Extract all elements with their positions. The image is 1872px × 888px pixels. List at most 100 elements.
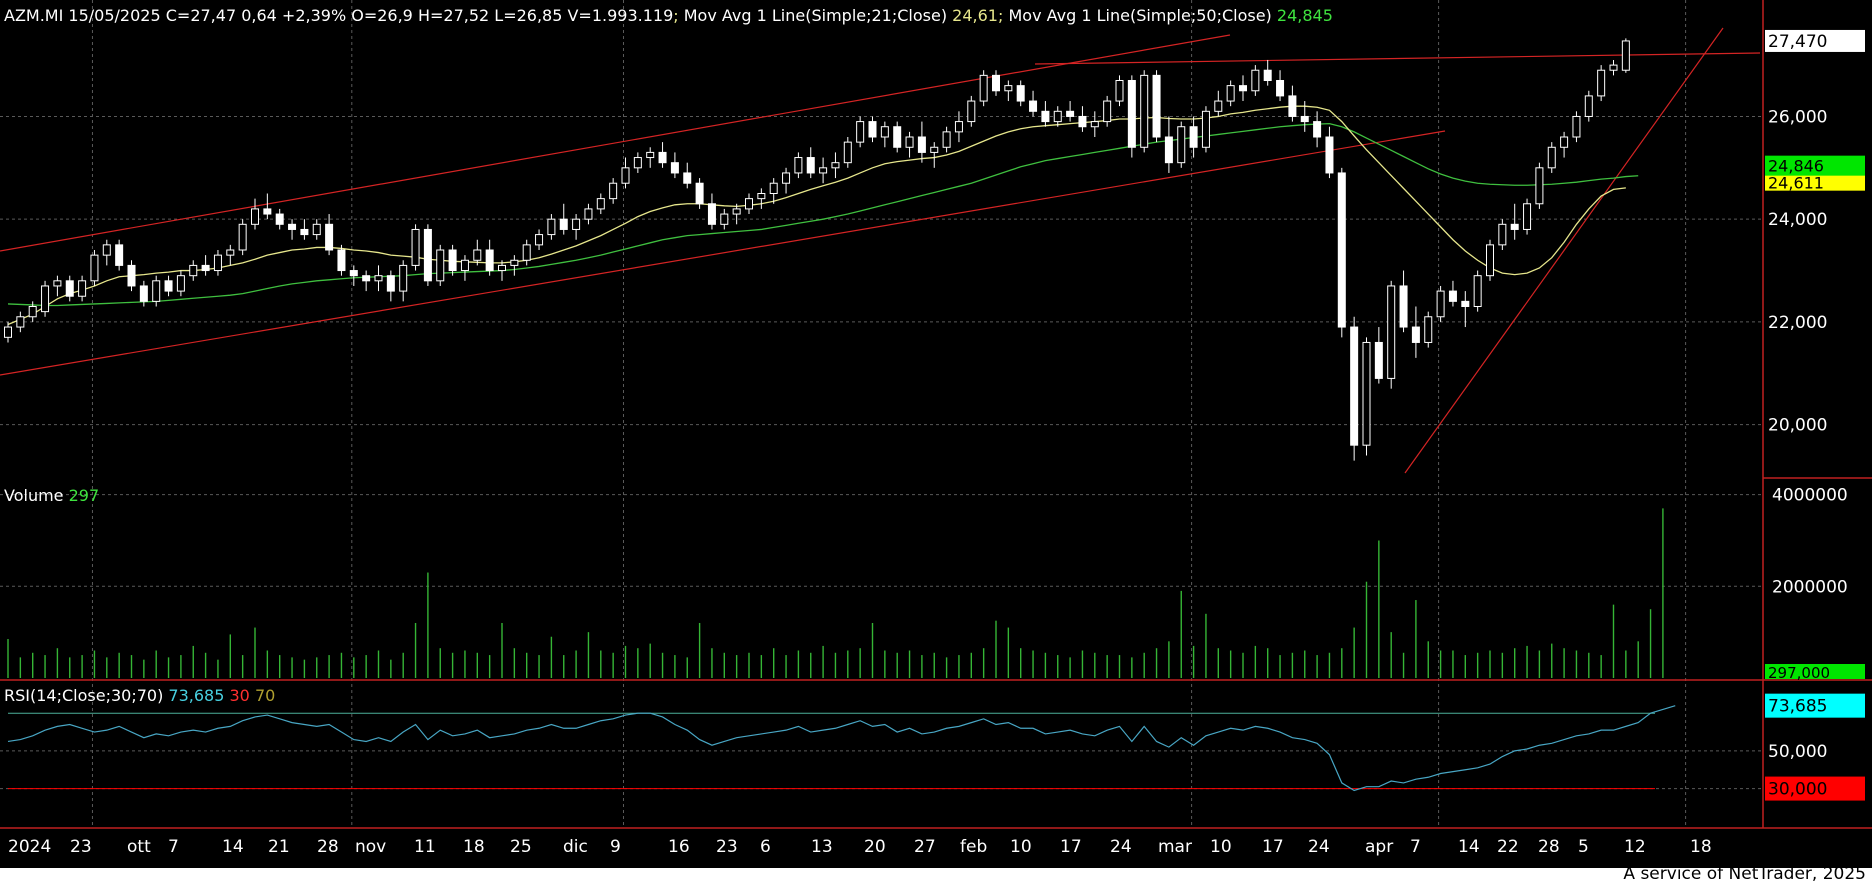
candle-body — [942, 131, 951, 148]
price-tick-label: 22,000 — [1768, 313, 1827, 333]
candle-body — [979, 74, 988, 102]
volume-badge — [1765, 664, 1865, 679]
candle-body — [1461, 300, 1470, 308]
candle-body — [670, 162, 679, 174]
candle-body — [1584, 95, 1593, 117]
candle-body — [1090, 121, 1099, 128]
candle-body — [1325, 136, 1334, 174]
candle-body — [1214, 100, 1223, 112]
time-tick-label: 21 — [268, 837, 290, 857]
candle-body — [1140, 74, 1149, 148]
candle-body — [139, 285, 148, 302]
channel-lower-line — [0, 130, 1446, 376]
candle-body — [1201, 110, 1210, 148]
candle-body — [374, 275, 383, 282]
ma21-label: Mov Avg 1 Line(Simple;21;Close) — [683, 6, 948, 25]
candle-body — [251, 208, 259, 225]
candle-body — [28, 306, 37, 318]
candle-body — [1436, 290, 1445, 318]
candle-body — [843, 141, 852, 164]
time-tick-label: 24 — [1110, 837, 1132, 857]
candle-body — [1399, 285, 1408, 328]
candle-body — [1029, 100, 1038, 112]
time-tick-label: feb — [960, 837, 987, 857]
candle-body — [1387, 285, 1396, 379]
candle-body — [1621, 40, 1630, 71]
ma50-badge — [1765, 155, 1865, 176]
candle-body — [213, 254, 222, 272]
candle-body — [596, 198, 605, 210]
time-tick-label: 23 — [70, 837, 92, 857]
time-tick-label: 13 — [811, 837, 833, 857]
candle-body — [1374, 341, 1383, 379]
candle-body — [1004, 85, 1013, 92]
candle-body — [102, 244, 111, 256]
time-tick-label: dic — [563, 837, 588, 857]
time-tick-label: 17 — [1262, 837, 1284, 857]
time-tick-label: 9 — [610, 837, 621, 857]
candle-body — [1066, 110, 1075, 117]
candle-body — [448, 249, 457, 272]
candle-body — [621, 167, 630, 184]
candle-body — [386, 275, 395, 292]
volume-header: Volume 297 — [4, 486, 99, 506]
candle-body — [288, 223, 297, 230]
candle-body — [1473, 275, 1482, 308]
candle-body — [658, 151, 667, 164]
candle-body — [53, 280, 62, 287]
candle-body — [967, 100, 976, 123]
price-tick-label: 20,000 — [1768, 416, 1827, 436]
volume-label: Volume — [4, 486, 64, 505]
candle-body — [1078, 115, 1087, 128]
time-tick-label: apr — [1365, 837, 1393, 857]
time-tick-label: nov — [355, 837, 386, 857]
volume-bars — [7, 508, 1664, 678]
candle-body — [201, 264, 210, 272]
candles — [4, 38, 1630, 461]
candle-body — [65, 280, 74, 297]
candle-body — [423, 228, 432, 282]
ma21-value: 24,61 — [952, 6, 998, 25]
candle-body — [1424, 316, 1433, 343]
price-axis: 20,00022,00024,00026,00027,47024,61124,8… — [0, 0, 1872, 829]
candle-body — [806, 157, 815, 174]
candle-body — [1448, 290, 1457, 302]
candle-body — [930, 146, 939, 153]
rsi-value-badge — [1765, 693, 1865, 718]
candle-body — [1362, 341, 1371, 446]
candle-body — [498, 264, 506, 272]
candle-body — [1337, 172, 1346, 328]
candle-body — [226, 249, 235, 256]
trend-lines — [0, 27, 1761, 474]
candle-body — [275, 213, 284, 225]
candle-body — [572, 218, 581, 230]
candle-body — [1053, 110, 1062, 123]
candle-body — [1350, 326, 1359, 446]
candle-body — [1251, 69, 1260, 92]
candle-body — [460, 259, 469, 272]
time-axis: 2024 23 ott 7 14 21 28 nov 11 18 25 dic 9 16 23 6 13 20 27… — [8, 837, 1712, 857]
candle-body — [510, 259, 519, 266]
price-tick-label: 26,000 — [1768, 107, 1827, 127]
candle-body — [1486, 244, 1494, 277]
candle-body — [584, 208, 593, 220]
time-tick-label: 10 — [1210, 837, 1232, 857]
footer-bar — [0, 868, 1872, 888]
ma50-label: Mov Avg 1 Line(Simple;50;Close) — [1008, 6, 1272, 25]
candle-body — [707, 203, 716, 225]
quote-values: C=27,47 0,64 +2,39% O=26,9 H=27,52 L=26,… — [165, 6, 674, 25]
ma50-line — [7, 122, 1639, 307]
time-tick-label: 16 — [668, 837, 690, 857]
candle-body — [164, 280, 173, 292]
time-tick-label: 27 — [914, 837, 936, 857]
candle-body — [880, 126, 889, 138]
candle-body — [436, 249, 445, 282]
rsi-tick-label: 50,000 — [1768, 742, 1827, 762]
channel-upper-line — [0, 34, 1231, 252]
time-tick-label: 5 — [1578, 837, 1589, 857]
ma21-line — [7, 105, 1626, 326]
candle-body — [831, 162, 840, 169]
candle-body — [1572, 115, 1581, 138]
time-tick-label: ott — [127, 837, 151, 857]
time-tick-label: 14 — [1458, 837, 1480, 857]
